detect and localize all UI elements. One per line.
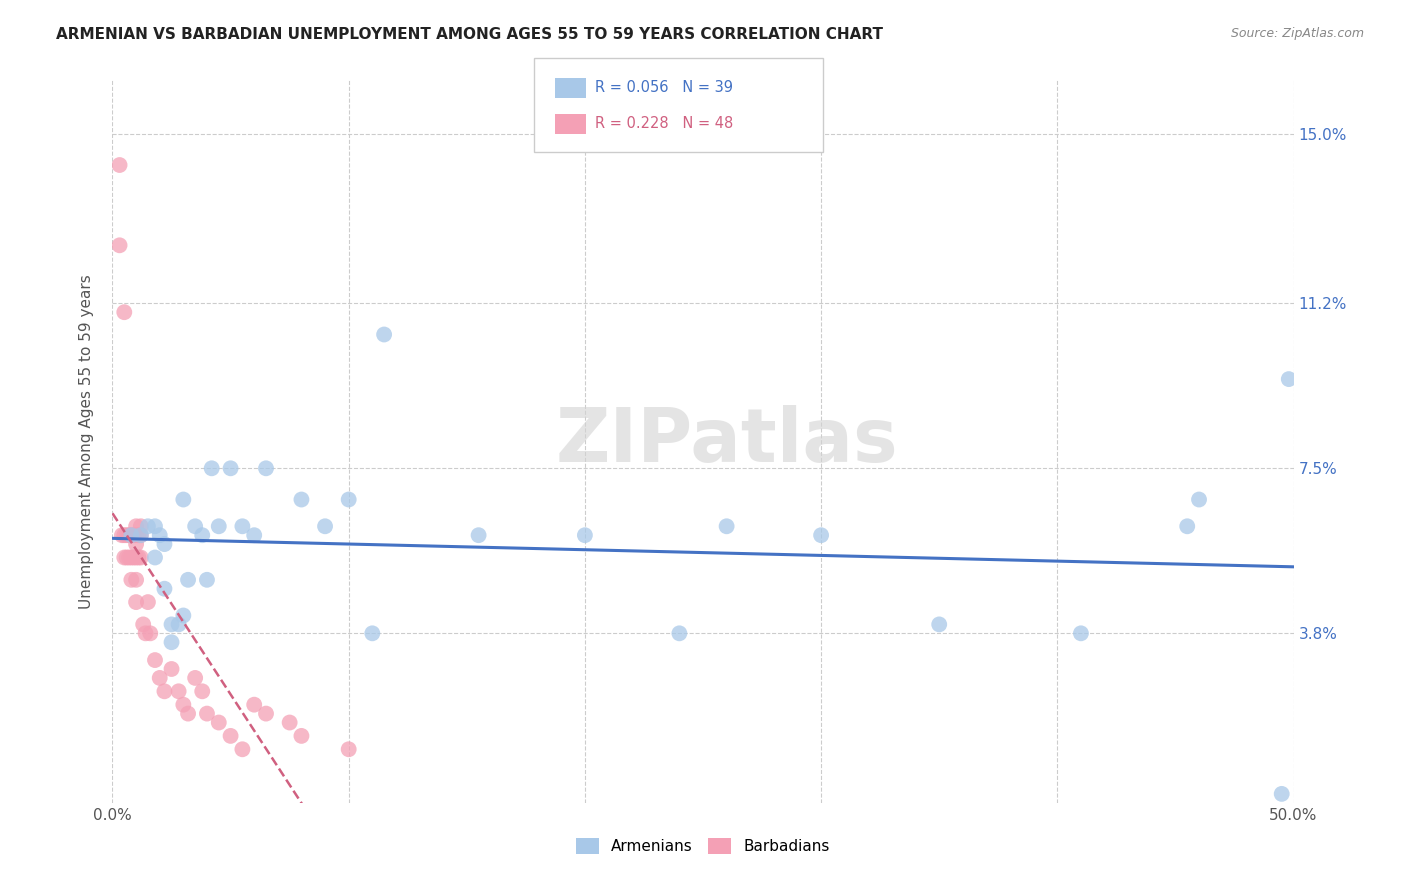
Point (153, 582, 176, 596)
Point (125, 528, 148, 542)
Point (108, 158, 131, 172)
Point (125, 573, 148, 587)
Point (153, 684, 176, 698)
Point (112, 528, 135, 542)
Point (208, 715, 231, 730)
Point (125, 537, 148, 551)
Point (191, 528, 214, 542)
Point (127, 550, 149, 565)
Point (160, 635, 183, 649)
Point (810, 528, 832, 542)
Text: Source: ZipAtlas.com: Source: ZipAtlas.com (1230, 27, 1364, 40)
Point (118, 550, 141, 565)
Text: ZIPatlas: ZIPatlas (555, 405, 898, 478)
Point (574, 528, 596, 542)
Point (373, 327, 395, 342)
Point (120, 528, 142, 542)
Point (254, 706, 277, 721)
Point (191, 684, 214, 698)
Point (172, 608, 194, 623)
Point (125, 595, 148, 609)
Point (136, 595, 159, 609)
Point (132, 617, 155, 632)
Point (139, 626, 162, 640)
Y-axis label: Unemployment Among Ages 55 to 59 years: Unemployment Among Ages 55 to 59 years (79, 274, 94, 609)
Point (243, 698, 266, 712)
Point (143, 653, 166, 667)
Point (195, 706, 218, 721)
Point (167, 617, 190, 632)
Point (361, 626, 384, 640)
Point (201, 461, 224, 475)
Point (243, 528, 266, 542)
Point (172, 698, 194, 712)
Point (254, 461, 277, 475)
Point (1175, 519, 1198, 533)
Point (143, 550, 166, 565)
Point (112, 550, 135, 565)
Point (219, 461, 242, 475)
Point (115, 550, 138, 565)
Point (120, 528, 142, 542)
Point (127, 528, 149, 542)
Point (1188, 492, 1211, 507)
Point (136, 519, 159, 533)
Point (231, 742, 253, 756)
Point (337, 492, 360, 507)
Point (111, 528, 134, 542)
Point (167, 684, 190, 698)
Point (208, 519, 231, 533)
Point (135, 626, 157, 640)
Point (153, 537, 176, 551)
Point (195, 573, 218, 587)
Point (108, 238, 131, 252)
Point (1278, 372, 1301, 386)
Point (337, 742, 360, 756)
Point (467, 528, 489, 542)
Point (120, 550, 142, 565)
Legend: Armenians, Barbadians: Armenians, Barbadians (569, 832, 837, 860)
Point (115, 528, 138, 542)
Point (149, 671, 172, 685)
Point (122, 528, 145, 542)
Point (112, 305, 135, 319)
Point (129, 519, 152, 533)
Point (172, 492, 194, 507)
Point (160, 662, 183, 676)
Point (184, 519, 207, 533)
Text: ARMENIAN VS BARBADIAN UNEMPLOYMENT AMONG AGES 55 TO 59 YEARS CORRELATION CHART: ARMENIAN VS BARBADIAN UNEMPLOYMENT AMONG… (56, 27, 883, 42)
Point (120, 573, 142, 587)
Point (149, 528, 172, 542)
Point (125, 519, 148, 533)
Text: R = 0.228   N = 48: R = 0.228 N = 48 (595, 116, 733, 130)
Point (129, 528, 152, 542)
Point (177, 573, 200, 587)
Point (125, 550, 148, 565)
Point (160, 617, 183, 632)
Point (1070, 626, 1092, 640)
Point (118, 528, 141, 542)
Point (290, 729, 312, 743)
Point (928, 617, 950, 632)
Point (278, 715, 301, 730)
Point (219, 729, 242, 743)
Point (129, 528, 152, 542)
Point (177, 706, 200, 721)
Point (184, 671, 207, 685)
Point (1271, 787, 1294, 801)
Point (122, 550, 145, 565)
Point (314, 519, 336, 533)
Point (668, 626, 690, 640)
Text: R = 0.056   N = 39: R = 0.056 N = 39 (595, 80, 733, 95)
Point (129, 550, 152, 565)
Point (290, 492, 312, 507)
Point (716, 519, 738, 533)
Point (143, 519, 166, 533)
Point (231, 519, 253, 533)
